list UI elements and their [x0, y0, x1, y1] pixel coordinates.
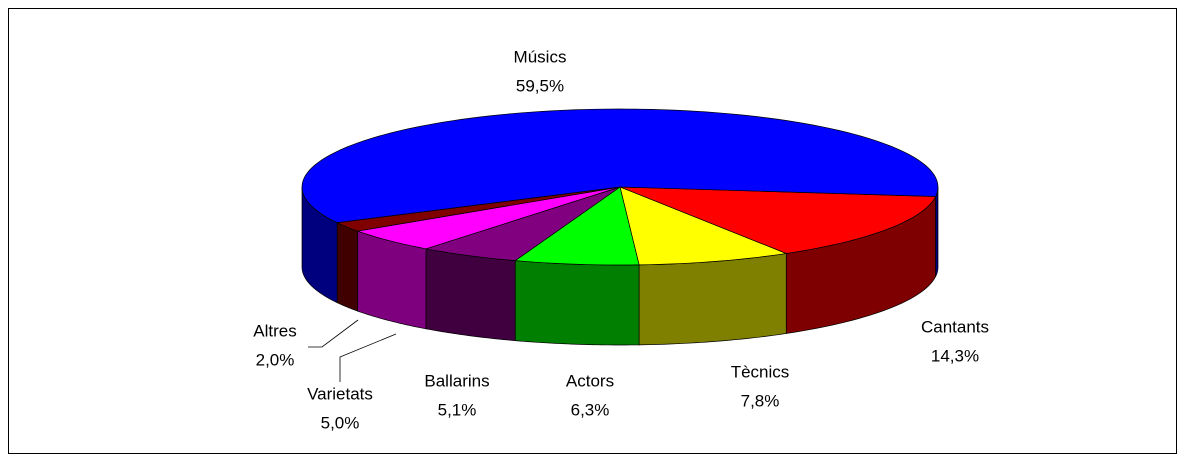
slice	[301, 108, 939, 224]
slice-value-label: 5,0%	[321, 413, 360, 432]
slice-value-label: 59,5%	[516, 76, 564, 95]
slice-value-label: 2,0%	[256, 350, 295, 369]
slice	[425, 186, 621, 262]
slice	[514, 186, 640, 266]
slice-label: Músics	[514, 47, 567, 66]
slice-value-label: 14,3%	[931, 346, 979, 365]
slice-value-label: 7,8%	[741, 391, 780, 410]
leader-line	[308, 319, 359, 348]
leader-line	[339, 333, 397, 382]
slice-side	[638, 253, 787, 346]
slice-side	[514, 260, 640, 346]
slice-label: Actors	[566, 371, 614, 390]
slice-value-label: 6,3%	[571, 400, 610, 419]
slice-label: Altres	[253, 321, 296, 340]
slice-value-label: 5,1%	[438, 400, 477, 419]
slice-side	[336, 222, 358, 312]
slice-side	[425, 248, 516, 342]
slice-label: Tècnics	[731, 362, 790, 381]
slice-label: Cantants	[921, 317, 989, 336]
slice	[357, 186, 621, 250]
slice	[619, 186, 937, 254]
slice	[619, 186, 788, 266]
slice-side	[935, 186, 939, 277]
slice-label: Varietats	[307, 384, 373, 403]
slice-label: Ballarins	[424, 371, 489, 390]
